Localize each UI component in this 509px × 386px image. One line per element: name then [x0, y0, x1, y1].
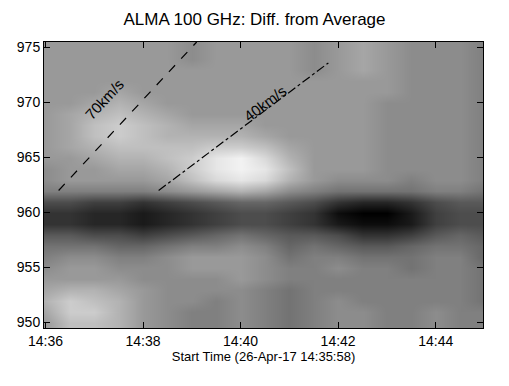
svg-text:14:40: 14:40	[223, 333, 258, 349]
svg-text:960: 960	[17, 204, 41, 220]
svg-text:975: 975	[17, 39, 41, 55]
svg-text:14:38: 14:38	[125, 333, 160, 349]
svg-text:950: 950	[17, 314, 41, 330]
svg-text:14:42: 14:42	[321, 333, 356, 349]
svg-text:ALMA 100 GHz: Diff. from Avera: ALMA 100 GHz: Diff. from Average	[123, 10, 385, 29]
svg-text:970: 970	[17, 94, 41, 110]
svg-text:14:44: 14:44	[418, 333, 453, 349]
svg-text:40km/s: 40km/s	[241, 82, 290, 125]
svg-text:Start Time (26-Apr-17 14:35:58: Start Time (26-Apr-17 14:35:58)	[172, 349, 356, 364]
svg-text:965: 965	[17, 149, 41, 165]
svg-text:955: 955	[17, 259, 41, 275]
svg-text:14:36: 14:36	[28, 333, 63, 349]
svg-text:70km/s: 70km/s	[82, 76, 127, 123]
